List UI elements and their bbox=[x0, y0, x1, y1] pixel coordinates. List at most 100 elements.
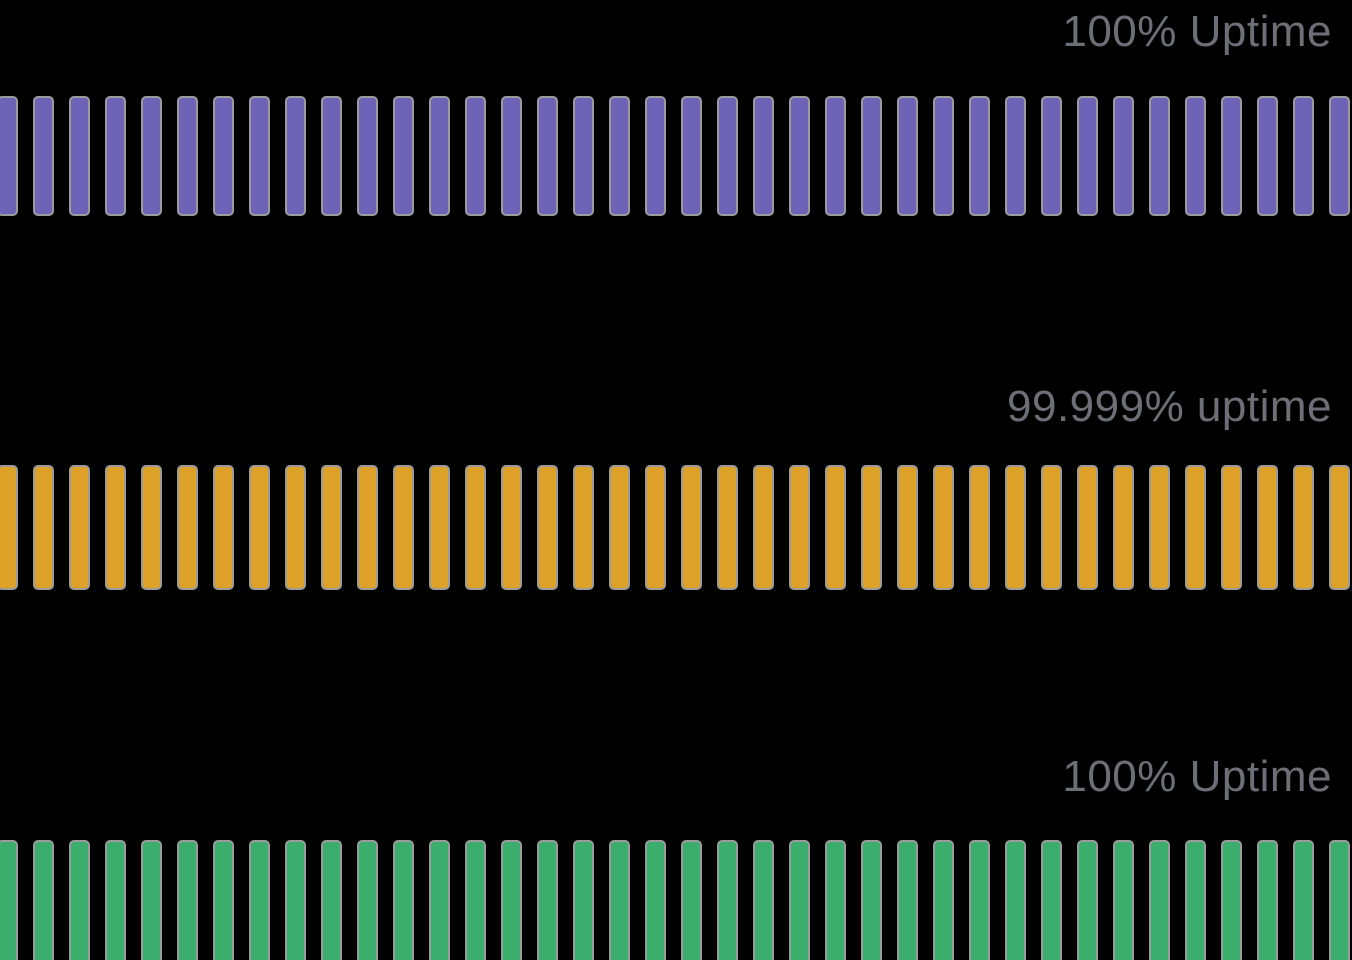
service-2-uptime-bar bbox=[141, 465, 162, 590]
service-3-uptime-bar bbox=[501, 840, 522, 960]
service-1-uptime-bar bbox=[213, 96, 234, 216]
service-3-uptime-bar bbox=[105, 840, 126, 960]
service-3-uptime-bar bbox=[1005, 840, 1026, 960]
service-2-uptime-bar bbox=[537, 465, 558, 590]
uptime-bars-service-3 bbox=[0, 840, 1350, 960]
service-1-uptime-bar bbox=[1149, 96, 1170, 216]
service-1-uptime-bar bbox=[105, 96, 126, 216]
service-1-uptime-bar bbox=[897, 96, 918, 216]
service-3-uptime-bar bbox=[537, 840, 558, 960]
service-2-uptime-bar bbox=[1113, 465, 1134, 590]
service-1-uptime-bar bbox=[861, 96, 882, 216]
service-3-uptime-bar bbox=[933, 840, 954, 960]
service-3-uptime-bar bbox=[0, 840, 18, 960]
service-1-uptime-bar bbox=[141, 96, 162, 216]
service-1-uptime-bar bbox=[501, 96, 522, 216]
service-3-uptime-bar bbox=[861, 840, 882, 960]
service-1-uptime-bar bbox=[969, 96, 990, 216]
service-1-uptime-bar bbox=[357, 96, 378, 216]
service-3-uptime-bar bbox=[1077, 840, 1098, 960]
service-3-uptime-bar bbox=[213, 840, 234, 960]
service-3-uptime-bar bbox=[429, 840, 450, 960]
service-2-uptime-bar bbox=[645, 465, 666, 590]
service-1-uptime-bar bbox=[933, 96, 954, 216]
service-3-uptime-bar bbox=[645, 840, 666, 960]
service-2-uptime-bar bbox=[1185, 465, 1206, 590]
service-2-uptime-bar bbox=[753, 465, 774, 590]
service-1-uptime-bar bbox=[177, 96, 198, 216]
service-2-uptime-bar bbox=[1077, 465, 1098, 590]
service-1-uptime-bar bbox=[1257, 96, 1278, 216]
service-3-uptime-bar bbox=[249, 840, 270, 960]
service-1-uptime-bar bbox=[681, 96, 702, 216]
uptime-label-service-2: 99.999% uptime bbox=[1007, 382, 1332, 431]
service-2-uptime-bar bbox=[897, 465, 918, 590]
service-2-uptime-bar bbox=[177, 465, 198, 590]
service-3-uptime-bar bbox=[69, 840, 90, 960]
service-3-uptime-bar bbox=[1293, 840, 1314, 960]
service-3-uptime-bar bbox=[609, 840, 630, 960]
service-2-uptime-bar bbox=[861, 465, 882, 590]
service-2-uptime-bar bbox=[1005, 465, 1026, 590]
service-3-uptime-bar bbox=[1257, 840, 1278, 960]
service-1-uptime-bar bbox=[321, 96, 342, 216]
service-2-uptime-bar bbox=[1221, 465, 1242, 590]
service-3-uptime-bar bbox=[753, 840, 774, 960]
service-1-uptime-bar bbox=[0, 96, 18, 216]
service-2-uptime-bar bbox=[717, 465, 738, 590]
service-2-uptime-bar bbox=[1329, 465, 1350, 590]
service-3-uptime-bar bbox=[465, 840, 486, 960]
service-3-uptime-bar bbox=[141, 840, 162, 960]
service-2-uptime-bar bbox=[465, 465, 486, 590]
service-1-uptime-bar bbox=[1113, 96, 1134, 216]
service-1-uptime-bar bbox=[69, 96, 90, 216]
service-2-uptime-bar bbox=[429, 465, 450, 590]
service-2-uptime-bar bbox=[321, 465, 342, 590]
service-2-uptime-bar bbox=[0, 465, 18, 590]
service-2-uptime-bar bbox=[69, 465, 90, 590]
service-3-uptime-bar bbox=[825, 840, 846, 960]
service-2-uptime-bar bbox=[1041, 465, 1062, 590]
service-3-uptime-bar bbox=[969, 840, 990, 960]
service-1-uptime-bar bbox=[645, 96, 666, 216]
service-2-uptime-bar bbox=[249, 465, 270, 590]
service-2-uptime-bar bbox=[213, 465, 234, 590]
service-2-uptime-bar bbox=[285, 465, 306, 590]
service-1-uptime-bar bbox=[249, 96, 270, 216]
uptime-label-service-1: 100% Uptime bbox=[1062, 7, 1332, 56]
service-2-uptime-bar bbox=[33, 465, 54, 590]
service-1-uptime-bar bbox=[1185, 96, 1206, 216]
service-3-uptime-bar bbox=[177, 840, 198, 960]
uptime-label-service-3: 100% Uptime bbox=[1062, 752, 1332, 801]
service-3-uptime-bar bbox=[1329, 840, 1350, 960]
service-2-uptime-bar bbox=[573, 465, 594, 590]
service-2-uptime-bar bbox=[105, 465, 126, 590]
uptime-bars-service-1 bbox=[0, 96, 1350, 216]
service-1-uptime-bar bbox=[1077, 96, 1098, 216]
service-2-uptime-bar bbox=[1257, 465, 1278, 590]
service-2-uptime-bar bbox=[825, 465, 846, 590]
service-3-uptime-bar bbox=[33, 840, 54, 960]
service-1-uptime-bar bbox=[753, 96, 774, 216]
service-2-uptime-bar bbox=[393, 465, 414, 590]
service-3-uptime-bar bbox=[789, 840, 810, 960]
service-3-uptime-bar bbox=[393, 840, 414, 960]
service-3-uptime-bar bbox=[1149, 840, 1170, 960]
service-1-uptime-bar bbox=[573, 96, 594, 216]
service-1-uptime-bar bbox=[285, 96, 306, 216]
uptime-bars-service-2 bbox=[0, 465, 1350, 590]
service-3-uptime-bar bbox=[1221, 840, 1242, 960]
service-3-uptime-bar bbox=[1041, 840, 1062, 960]
service-3-uptime-bar bbox=[357, 840, 378, 960]
service-2-uptime-bar bbox=[1149, 465, 1170, 590]
service-3-uptime-bar bbox=[1113, 840, 1134, 960]
service-2-uptime-bar bbox=[681, 465, 702, 590]
service-1-uptime-bar bbox=[465, 96, 486, 216]
service-3-uptime-bar bbox=[897, 840, 918, 960]
service-2-uptime-bar bbox=[357, 465, 378, 590]
service-3-uptime-bar bbox=[285, 840, 306, 960]
service-2-uptime-bar bbox=[501, 465, 522, 590]
service-1-uptime-bar bbox=[789, 96, 810, 216]
service-3-uptime-bar bbox=[681, 840, 702, 960]
